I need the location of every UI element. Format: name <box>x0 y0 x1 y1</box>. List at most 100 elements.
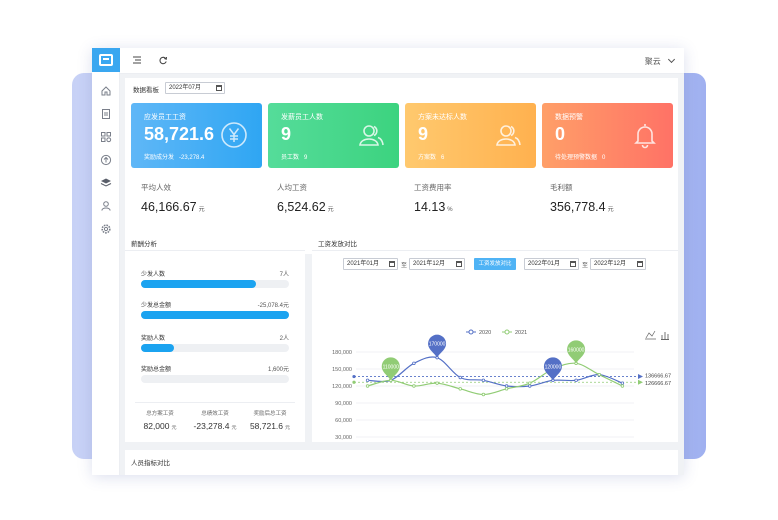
legend-marker <box>468 329 474 335</box>
stat-value: 14.13% <box>414 200 453 214</box>
stat-label: 人均工资 <box>277 183 307 192</box>
progress-fill <box>141 311 289 319</box>
progress-track <box>141 311 289 319</box>
card-value: 9 <box>418 124 429 144</box>
card-title: 应发员工工资 <box>144 114 186 121</box>
average-start-dot <box>352 380 356 384</box>
row-label: 少发人数 <box>141 272 166 278</box>
card-sub: 奖励成分发 -23,278.4 <box>144 155 205 161</box>
range1-end-picker[interactable]: 2021年12月 <box>409 258 465 270</box>
footer-value: 58,721.6 元 <box>249 421 291 431</box>
data-point <box>528 381 532 385</box>
card-payroll[interactable]: 应发员工工资 58,721.6 奖励成分发 -23,278.4 <box>131 103 262 168</box>
data-point <box>412 361 416 366</box>
stat-label: 工资费用率 <box>414 183 452 192</box>
upload-icon[interactable] <box>100 154 112 166</box>
dashboard-month-value: 2022年07月 <box>169 85 202 91</box>
row-value: 1,600元 <box>267 367 289 373</box>
staff-metrics-panel: 人员指标对比 <box>125 450 678 475</box>
legend-marker <box>504 329 510 335</box>
markpoint-pin <box>567 340 586 364</box>
y-tick-label: 90,000 <box>335 401 352 407</box>
range2-start-value: 2022年01月 <box>528 261 561 267</box>
menu-toggle-icon[interactable] <box>132 55 142 68</box>
range1-start-picker[interactable]: 2021年01月 <box>343 258 398 270</box>
legend-label: 2020 <box>479 330 491 336</box>
salary-line-chart: 030,00060,00090,000120,000150,000180,000… <box>332 329 671 441</box>
chevron-down-icon <box>667 55 676 64</box>
refresh-icon[interactable] <box>158 55 168 68</box>
progress-fill <box>141 344 174 352</box>
users-icon <box>494 121 522 149</box>
card-paid-staff[interactable]: 发薪员工人数 9 员工数 9 <box>268 103 399 168</box>
data-point <box>620 384 625 388</box>
logo-icon <box>99 54 113 66</box>
app-logo[interactable] <box>92 48 120 72</box>
stat-label: 毛利额 <box>550 183 573 192</box>
stat-value: 6,524.62 元 <box>277 200 334 214</box>
card-value: 9 <box>281 124 292 144</box>
data-point <box>597 372 601 377</box>
bar-chart-icon <box>661 332 669 340</box>
row-label: 奖励人数 <box>141 336 166 342</box>
series-line <box>367 362 623 396</box>
compare-button[interactable]: 工资发放对比 <box>474 258 516 270</box>
data-point <box>481 378 486 383</box>
apps-icon[interactable] <box>100 131 112 143</box>
average-arrow <box>638 379 643 385</box>
footer-label: 总方案工资 <box>146 411 174 417</box>
legend-label: 2021 <box>515 330 527 336</box>
dashboard-month-picker[interactable]: 2022年07月 <box>165 82 225 94</box>
salary-row: 奖励总金额 1,600元 <box>141 364 289 383</box>
home-icon[interactable] <box>100 85 112 97</box>
calendar-icon <box>637 261 643 267</box>
average-label: 126666.67 <box>645 381 671 387</box>
range2-start-picker[interactable]: 2022年01月 <box>524 258 579 270</box>
markpoint-label: 170000 <box>429 342 446 348</box>
stat-value: 356,778.4 元 <box>550 200 614 214</box>
card-sub: 方案数 6 <box>418 155 445 161</box>
range1-end-value: 2021年12月 <box>413 261 446 267</box>
data-point <box>435 381 439 385</box>
y-tick-label: 60,000 <box>335 418 352 424</box>
footer-value: -23,278.4 元 <box>193 421 237 431</box>
calendar-icon <box>389 261 395 267</box>
stat-avg-efficiency: 平均人效 46,166.67 元 <box>141 182 205 214</box>
card-alerts[interactable]: 数据预警 0 待处理预警数据 0 <box>542 103 673 168</box>
document-icon[interactable] <box>100 108 112 120</box>
stat-gross-profit: 毛利额 356,778.4 元 <box>550 182 614 214</box>
settings-icon[interactable] <box>100 223 112 235</box>
stat-avg-salary: 人均工资 6,524.62 元 <box>277 182 334 214</box>
card-value: 0 <box>555 124 566 144</box>
average-start-dot <box>352 374 356 379</box>
card-value: 58,721.6 <box>144 124 215 144</box>
card-title: 方案未达标人数 <box>418 114 467 121</box>
card-unqualified[interactable]: 方案未达标人数 9 方案数 6 <box>405 103 536 168</box>
card-sub: 员工数 9 <box>281 155 308 161</box>
card-title: 数据预警 <box>555 114 583 121</box>
row-value: 7人 <box>279 272 289 278</box>
users-icon <box>357 121 385 149</box>
user-menu[interactable]: 聚云 <box>645 55 676 67</box>
stat-salary-rate: 工资费用率 14.13% <box>414 182 453 214</box>
bell-icon <box>631 121 659 149</box>
average-label: 136666.67 <box>645 374 671 380</box>
layers-icon[interactable] <box>100 177 112 189</box>
data-point <box>620 381 625 385</box>
salary-analysis-panel: 薪酬分析 少发人数 7人 少发总金额 -25,078.4元 奖励人数 2人 奖励… <box>125 233 305 442</box>
range2-end-picker[interactable]: 2022年12月 <box>590 258 646 270</box>
data-point <box>365 384 370 388</box>
range-separator: 至 <box>401 263 408 269</box>
top-bar: 聚云 <box>120 48 684 74</box>
range-separator: 至 <box>582 263 589 269</box>
progress-track <box>141 344 289 352</box>
markpoint-pin <box>543 357 562 381</box>
divider <box>125 250 305 251</box>
markpoint-label: 160000 <box>568 347 585 353</box>
markpoint-label: 110000 <box>383 364 400 370</box>
stat-value: 46,166.67 元 <box>141 200 205 214</box>
data-point <box>528 384 532 388</box>
user-icon[interactable] <box>100 200 112 212</box>
data-point <box>412 384 416 388</box>
y-tick-label: 150,000 <box>332 367 352 373</box>
